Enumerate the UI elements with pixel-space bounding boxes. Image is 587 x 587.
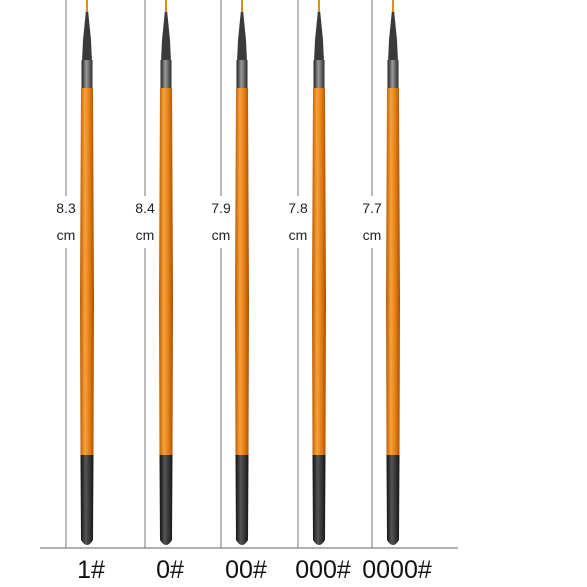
size-label: 00#	[225, 556, 267, 584]
ferrule	[313, 60, 325, 88]
length-value: 8.3	[56, 200, 76, 216]
label-bg	[205, 196, 237, 248]
size-label: 0#	[156, 556, 184, 584]
brush-tip	[237, 0, 247, 62]
handle	[312, 88, 326, 455]
size-label: 000#	[295, 556, 351, 584]
length-unit: cm	[136, 227, 155, 243]
brush-tip	[388, 0, 398, 62]
length-unit: cm	[363, 227, 382, 243]
length-value: 7.9	[211, 200, 231, 216]
handle	[159, 88, 173, 455]
size-label: 1#	[77, 556, 105, 584]
handle	[386, 88, 400, 455]
label-bg	[356, 196, 388, 248]
ferrule	[160, 60, 172, 88]
label-bg	[282, 196, 314, 248]
handle	[235, 88, 249, 455]
handle-end	[235, 455, 249, 545]
length-value: 7.8	[288, 200, 308, 216]
brush-tip	[314, 0, 324, 62]
length-value: 7.7	[362, 200, 382, 216]
label-bg	[50, 196, 82, 248]
size-label: 0000#	[362, 556, 432, 584]
handle-end	[159, 455, 173, 545]
handle	[80, 88, 94, 455]
brush-tip	[82, 0, 92, 62]
handle-end	[312, 455, 326, 545]
label-bg	[129, 196, 161, 248]
handle-end	[386, 455, 400, 545]
ferrule	[387, 60, 399, 88]
handle-end	[80, 455, 94, 545]
length-unit: cm	[57, 227, 76, 243]
length-unit: cm	[289, 227, 308, 243]
brush-tip	[161, 0, 171, 62]
ferrule	[236, 60, 248, 88]
length-unit: cm	[212, 227, 231, 243]
ferrule	[81, 60, 93, 88]
length-value: 8.4	[135, 200, 155, 216]
